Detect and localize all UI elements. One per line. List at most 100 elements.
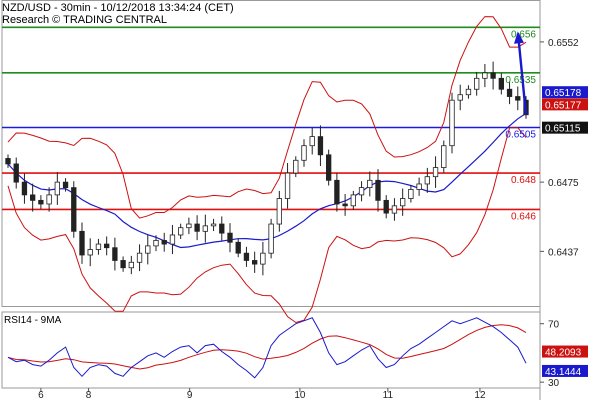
rsi-ma-line [7, 324, 527, 370]
candle-body [243, 252, 250, 261]
candle-body [112, 247, 118, 261]
candle-body [474, 77, 480, 90]
price-badge-label: 0.65115 [545, 124, 581, 135]
chart-subtitle: Research © TRADING CENTRAL [2, 14, 167, 26]
candle-body [326, 154, 332, 181]
bollinger-upper [7, 16, 527, 219]
candle-body [408, 189, 414, 199]
price-axis-label: 0.6475 [548, 178, 579, 189]
candle-body [260, 252, 266, 265]
price-badge-label: 0.65178 [545, 88, 582, 99]
candle-body [252, 260, 258, 265]
candle-body [128, 261, 134, 269]
candle-body [153, 240, 159, 247]
candle-body [202, 225, 208, 232]
target-arrow-line [516, 33, 528, 115]
candle-body [95, 243, 102, 250]
candle-body [178, 227, 184, 236]
candle-body [350, 194, 356, 207]
candle-body [194, 223, 200, 232]
candle-body [87, 249, 93, 256]
price-axis-label: 0.6552 [548, 38, 579, 49]
rsi-axis-label: 70 [548, 320, 560, 331]
candle-body [62, 181, 69, 189]
candle-body [383, 199, 389, 214]
candle-body [219, 223, 225, 234]
candle-body [309, 136, 315, 147]
candle-body [227, 232, 233, 243]
rsi-badge-label: 48.2093 [545, 348, 582, 359]
candle-body [5, 158, 11, 165]
candle-body [71, 187, 77, 232]
candle-body [30, 194, 36, 201]
rsi-badge [542, 345, 588, 358]
price-axis-label: 0.6437 [548, 247, 579, 258]
bollinger-lower [7, 127, 527, 324]
level-label-0.6535: 0.6535 [505, 75, 536, 86]
candle-body [506, 88, 513, 97]
candle-body [465, 88, 472, 96]
time-axis-label: 9 [187, 390, 193, 400]
price-badge [542, 86, 588, 99]
candle-body [13, 163, 19, 183]
candle-body [416, 183, 422, 190]
main-pane-frame [1, 0, 541, 307]
time-axis-label: 6 [38, 390, 44, 400]
candle-body [210, 223, 217, 227]
candle-body [161, 240, 167, 245]
target-arrow-head [514, 31, 524, 44]
price-badge [542, 121, 588, 134]
candle-body [268, 223, 274, 254]
candle-body [375, 179, 381, 201]
candle-body [367, 179, 373, 189]
candle-body [46, 194, 52, 205]
candle-body [301, 145, 307, 161]
candle-body [293, 159, 299, 174]
candle-body [145, 245, 151, 254]
time-axis-label: 11 [383, 390, 394, 400]
rsi-title: RSI14 - 9MA [4, 315, 62, 326]
candle-body [400, 198, 406, 207]
level-label-0.648: 0.648 [511, 175, 536, 186]
candle-body [120, 260, 126, 269]
candle-body [424, 176, 430, 185]
candle-body [136, 252, 143, 263]
candle-body [104, 243, 110, 249]
time-axis-label: 10 [294, 390, 306, 400]
candle-body [432, 167, 439, 178]
candle-body [317, 136, 324, 156]
moving-average [7, 112, 527, 249]
candle-body [79, 230, 85, 256]
candle-body [284, 172, 291, 199]
candle-body [169, 234, 176, 245]
rsi-axis-label: 30 [548, 378, 560, 389]
candle-body [21, 181, 28, 196]
time-axis-label: 8 [86, 390, 92, 400]
level-label-0.6505: 0.6505 [505, 130, 536, 141]
candle-body [342, 203, 348, 207]
candle-body [186, 223, 192, 229]
candle-body [235, 241, 241, 254]
candle-body [441, 145, 447, 168]
candle-body [276, 198, 282, 225]
candle-body [515, 96, 521, 101]
candle-body [391, 205, 398, 214]
price-badge-label: 0.65177 [545, 100, 582, 111]
candle-body [38, 199, 44, 205]
candle-body [449, 99, 455, 147]
candle-body [457, 94, 463, 101]
chart-title: NZD/USD - 30min - 10/12/2018 13:34:24 (C… [2, 2, 234, 14]
candle-body [498, 77, 504, 90]
rsi-badge-label: 43.1444 [545, 367, 582, 378]
candle-body [482, 72, 488, 79]
time-axis-label: 12 [474, 390, 486, 400]
rsi-badge [542, 364, 588, 377]
rsi-line [7, 317, 527, 379]
candle-body [358, 187, 365, 196]
candle-body [54, 181, 60, 196]
candle-body [490, 72, 496, 79]
level-label-0.646: 0.646 [511, 211, 536, 222]
level-label-0.656: 0.656 [511, 29, 536, 40]
candle-body [334, 179, 340, 205]
